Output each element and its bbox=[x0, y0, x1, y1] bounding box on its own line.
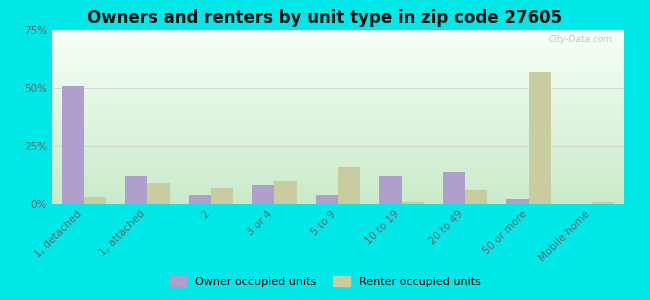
Text: Owners and renters by unit type in zip code 27605: Owners and renters by unit type in zip c… bbox=[88, 9, 562, 27]
Bar bbox=[62, 86, 84, 204]
Bar bbox=[592, 202, 614, 204]
Bar bbox=[252, 185, 274, 204]
Bar bbox=[528, 72, 551, 204]
Bar bbox=[148, 183, 170, 204]
Legend: Owner occupied units, Renter occupied units: Owner occupied units, Renter occupied un… bbox=[165, 272, 485, 291]
Bar bbox=[380, 176, 402, 204]
Bar bbox=[274, 181, 296, 204]
Text: City-Data.com: City-Data.com bbox=[549, 35, 612, 44]
Bar bbox=[465, 190, 488, 204]
Bar bbox=[125, 176, 148, 204]
Bar bbox=[84, 197, 106, 204]
Bar bbox=[188, 195, 211, 204]
Bar bbox=[316, 195, 338, 204]
Bar bbox=[443, 172, 465, 204]
Bar bbox=[506, 200, 528, 204]
Bar bbox=[402, 202, 424, 204]
Bar bbox=[211, 188, 233, 204]
Bar bbox=[338, 167, 360, 204]
